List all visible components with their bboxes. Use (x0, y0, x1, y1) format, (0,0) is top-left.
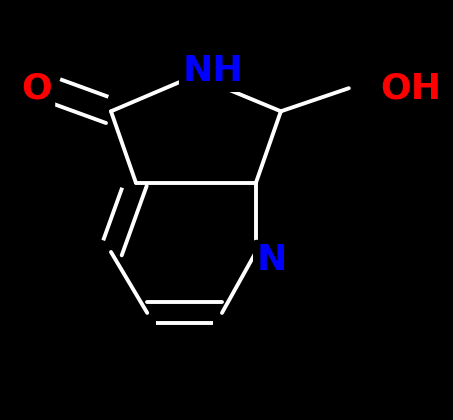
Text: O: O (21, 71, 52, 105)
Text: NH: NH (183, 55, 243, 88)
Text: OH: OH (381, 71, 442, 105)
Text: N: N (256, 244, 287, 277)
